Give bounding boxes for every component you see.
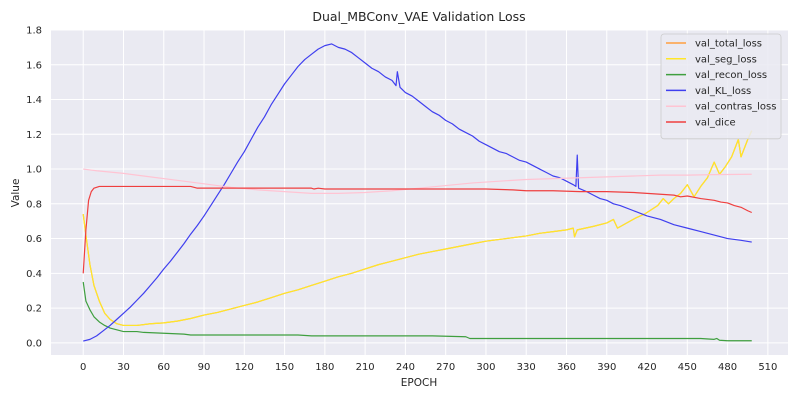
y-tick-label: 1.6 xyxy=(26,60,42,71)
x-tick-label: 90 xyxy=(198,362,211,373)
x-tick-label: 360 xyxy=(557,362,576,373)
legend-label-val_KL_loss: val_KL_loss xyxy=(695,86,751,97)
x-tick-label: 180 xyxy=(315,362,334,373)
axis-ticks: 0 30 60 90 120 150 180 210 240 270 300 330 360 390 420… xyxy=(26,26,777,374)
x-tick-label: 210 xyxy=(356,362,375,373)
x-tick-label: 390 xyxy=(597,362,616,373)
y-tick-label: 1.0 xyxy=(26,165,42,176)
y-tick-label: 0.8 xyxy=(26,199,42,210)
x-tick-label: 510 xyxy=(758,362,777,373)
x-tick-label: 270 xyxy=(436,362,455,373)
x-tick-label: 480 xyxy=(718,362,737,373)
legend: val_total_loss val_seg_loss val_recon_loss… xyxy=(660,33,782,140)
series-line-val_recon_loss xyxy=(82,281,752,342)
x-axis-label: EPOCH xyxy=(401,377,437,389)
y-tick-label: 0.0 xyxy=(26,338,42,349)
series-line-val_seg_loss xyxy=(82,130,753,327)
x-tick-label: 450 xyxy=(678,362,697,373)
chart-title: Dual_MBConv_VAE Validation Loss xyxy=(312,9,525,24)
legend-label-val_total_loss: val_total_loss xyxy=(695,39,762,50)
series-line-val_KL_loss xyxy=(83,43,752,342)
legend-label-val_seg_loss: val_seg_loss xyxy=(695,54,757,65)
legend-box xyxy=(660,33,782,140)
x-tick-label: 420 xyxy=(637,362,656,373)
x-tick-label: 0 xyxy=(80,362,86,373)
legend-label-val_contras_loss: val_contras_loss xyxy=(695,102,776,113)
x-tick-label: 240 xyxy=(396,362,415,373)
series-lines xyxy=(82,43,753,342)
y-tick-label: 1.2 xyxy=(26,130,42,141)
y-axis-label: Value xyxy=(10,179,22,208)
y-tick-label: 0.4 xyxy=(26,269,42,280)
x-tick-label: 120 xyxy=(235,362,254,373)
y-tick-label: 1.8 xyxy=(26,26,42,37)
series-line-val_dice xyxy=(82,185,752,274)
y-tick-label: 1.4 xyxy=(26,95,42,106)
y-tick-label: 0.6 xyxy=(26,234,42,245)
x-tick-label: 300 xyxy=(476,362,495,373)
x-tick-label: 150 xyxy=(275,362,294,373)
x-tick-label: 330 xyxy=(517,362,536,373)
x-tick-label: 30 xyxy=(117,362,130,373)
x-tick-label: 60 xyxy=(157,362,170,373)
y-tick-label: 0.2 xyxy=(26,304,42,315)
legend-label-val_dice: val_dice xyxy=(695,118,736,129)
legend-label-val_recon_loss: val_recon_loss xyxy=(695,70,767,81)
